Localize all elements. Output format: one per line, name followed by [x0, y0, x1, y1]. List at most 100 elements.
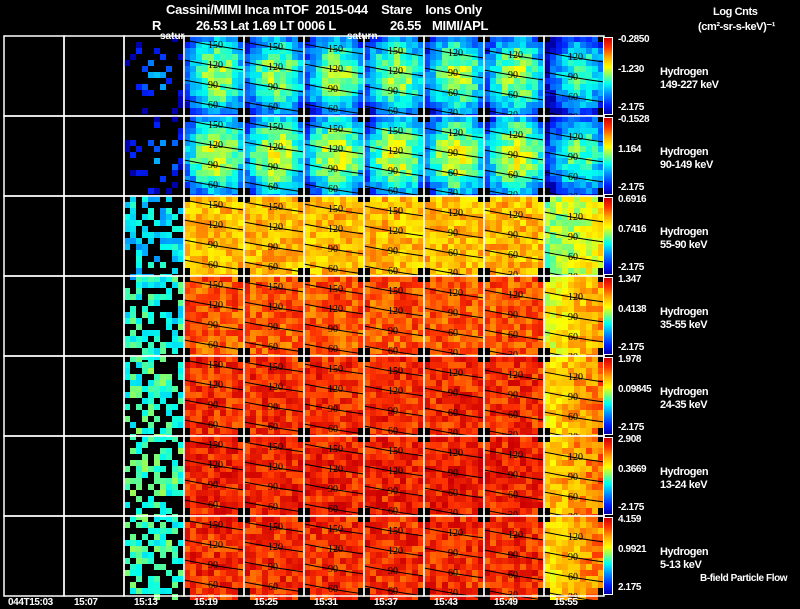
heatmap-cell [382, 102, 388, 108]
heatmap-cell [268, 262, 274, 268]
heatmap-cell [454, 342, 460, 348]
heatmap-cell [298, 288, 304, 294]
heatmap-cell [286, 188, 292, 194]
contour-label: 120 [208, 380, 223, 391]
heatmap-cell [184, 96, 190, 102]
heatmap-cell [514, 48, 520, 54]
heatmap-cell [220, 422, 226, 428]
heatmap-cell [382, 306, 388, 312]
heatmap-cell [478, 324, 484, 330]
heatmap-cell [502, 182, 508, 188]
heatmap-cell [328, 282, 334, 288]
heatmap-cell [232, 42, 238, 48]
heatmap-cell [316, 140, 322, 146]
heatmap-cell [274, 182, 280, 188]
heatmap-cell [148, 380, 154, 386]
heatmap-cell [394, 170, 400, 176]
heatmap-cell [256, 294, 262, 300]
heatmap-cell [460, 398, 466, 404]
heatmap-cell [292, 410, 298, 416]
heatmap-cell [220, 42, 226, 48]
heatmap-cell [532, 42, 538, 48]
heatmap-cell [556, 220, 562, 226]
heatmap-cell [352, 262, 358, 268]
heatmap-cell [466, 318, 472, 324]
contour-line [183, 339, 245, 351]
heatmap-cell [298, 232, 304, 238]
heatmap-cell [352, 164, 358, 170]
heatmap-cell [274, 368, 280, 374]
heatmap-cell [304, 238, 310, 244]
heatmap-cell [454, 374, 460, 380]
heatmap-cell [244, 128, 250, 134]
heatmap-cell [568, 140, 574, 146]
heatmap-cell [136, 342, 142, 348]
heatmap-cell [208, 294, 214, 300]
heatmap-cell [430, 196, 436, 202]
heatmap-cell [292, 176, 298, 182]
heatmap-cell [508, 170, 514, 176]
heatmap-cell [286, 122, 292, 128]
heatmap-cell [250, 324, 256, 330]
heatmap-cell [394, 72, 400, 78]
heatmap-cell [406, 78, 412, 84]
heatmap-cell [202, 410, 208, 416]
heatmap-cell [574, 140, 580, 146]
heatmap-cell [550, 208, 556, 214]
heatmap-cell [406, 90, 412, 96]
heatmap-cell [184, 404, 190, 410]
heatmap-cell [262, 416, 268, 422]
heatmap-cell [406, 116, 412, 122]
heatmap-cell [154, 116, 160, 122]
heatmap-cell [196, 202, 202, 208]
heatmap-cell [430, 294, 436, 300]
heatmap-cell [580, 102, 586, 108]
heatmap-cell [310, 170, 316, 176]
heatmap-cell [310, 294, 316, 300]
heatmap-cell [454, 380, 460, 386]
heatmap-cell [202, 244, 208, 250]
contour-line [483, 289, 545, 301]
heatmap-cell [310, 262, 316, 268]
heatmap-cell [220, 170, 226, 176]
heatmap-cell [544, 336, 550, 342]
heatmap-cell [598, 66, 604, 72]
heatmap-cell [340, 78, 346, 84]
heatmap-cell [256, 232, 262, 238]
heatmap-cell [304, 158, 310, 164]
heatmap-cell [454, 188, 460, 194]
heatmap-cell [376, 188, 382, 194]
heatmap-cell [184, 294, 190, 300]
heatmap-cell [370, 368, 376, 374]
heatmap-cell [196, 306, 202, 312]
heatmap-cell [598, 324, 604, 330]
heatmap-cell [184, 152, 190, 158]
heatmap-cell [382, 128, 388, 134]
heatmap-cell [502, 262, 508, 268]
heatmap-cell [220, 116, 226, 122]
heatmap-cell [262, 66, 268, 72]
heatmap-cell [148, 90, 154, 96]
heatmap-cell [568, 170, 574, 176]
heatmap-cell [316, 42, 322, 48]
heatmap-cell [424, 362, 430, 368]
heatmap-cell [184, 42, 190, 48]
heatmap-cell [244, 238, 250, 244]
heatmap-cell [346, 282, 352, 288]
heatmap-cell [148, 140, 154, 146]
heatmap-cell [568, 146, 574, 152]
heatmap-cell [346, 306, 352, 312]
heatmap-cell [568, 48, 574, 54]
heatmap-cell [490, 48, 496, 54]
heatmap-cell [358, 182, 364, 188]
heatmap-cell [292, 256, 298, 262]
heatmap-cell [388, 36, 394, 42]
heatmap-cell [220, 300, 226, 306]
heatmap-cell [388, 362, 394, 368]
heatmap-cell [472, 42, 478, 48]
heatmap-cell [436, 42, 442, 48]
heatmap-cell [226, 398, 232, 404]
heatmap-cell [388, 122, 394, 128]
